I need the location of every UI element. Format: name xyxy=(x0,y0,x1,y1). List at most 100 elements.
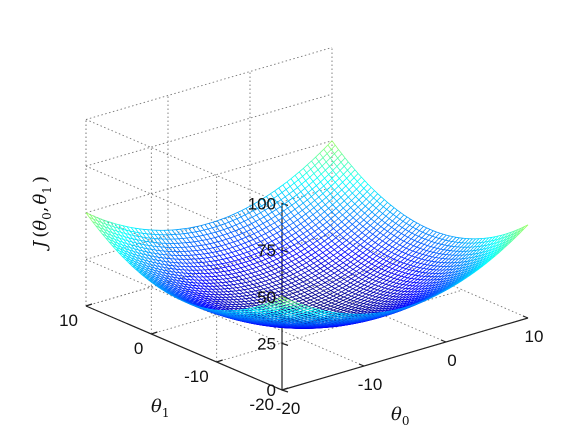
mesh-segment xyxy=(311,272,316,276)
mesh-segment xyxy=(284,225,290,229)
mesh-segment xyxy=(268,234,274,238)
mesh-segment xyxy=(201,266,206,271)
mesh-segment xyxy=(325,275,331,279)
mesh-segment xyxy=(310,277,315,281)
mesh-segment xyxy=(146,265,151,270)
mesh-segment xyxy=(322,153,328,158)
mesh-segment xyxy=(259,304,264,308)
mesh-segment xyxy=(137,264,142,269)
mesh-segment xyxy=(328,301,332,304)
mesh-segment xyxy=(210,291,215,295)
mesh-segment xyxy=(227,291,232,295)
mesh-segment xyxy=(263,242,269,246)
mesh-segment xyxy=(156,273,161,277)
mesh-segment xyxy=(319,246,324,251)
mesh-segment xyxy=(305,286,310,289)
mesh-segment xyxy=(303,164,308,169)
mesh-segment xyxy=(309,286,314,290)
mesh-segment xyxy=(223,227,228,230)
mesh-segment xyxy=(277,251,282,255)
mesh-segment xyxy=(291,258,296,262)
mesh-segment xyxy=(320,321,325,324)
mesh-segment xyxy=(308,310,312,313)
mesh-segment xyxy=(210,308,214,311)
mesh-segment xyxy=(222,278,227,280)
mesh-segment xyxy=(284,252,290,256)
mesh-segment xyxy=(192,227,197,233)
mesh-segment xyxy=(295,280,300,285)
theta1-axis-line xyxy=(85,305,283,391)
mesh-segment xyxy=(316,311,320,315)
mesh-segment xyxy=(338,240,343,244)
mesh-segment xyxy=(281,317,285,320)
mesh-segment xyxy=(213,264,218,269)
mesh-segment xyxy=(235,290,240,292)
mesh-segment xyxy=(143,259,148,264)
mesh-segment xyxy=(230,276,236,279)
mesh-segment xyxy=(155,283,159,287)
mesh-segment xyxy=(314,297,318,301)
mesh-segment xyxy=(230,317,234,319)
mesh-segment xyxy=(223,253,228,255)
mesh-segment xyxy=(302,279,308,283)
mesh-segment xyxy=(230,306,235,309)
mesh-segment xyxy=(341,269,346,274)
mesh-segment xyxy=(338,243,343,248)
mesh-segment xyxy=(202,276,207,281)
mesh-segment xyxy=(338,262,344,266)
mesh-segment xyxy=(314,324,319,327)
mesh-segment xyxy=(140,256,145,261)
mesh-segment xyxy=(243,288,249,291)
mesh-segment xyxy=(224,271,228,275)
mesh-segment xyxy=(204,305,208,309)
mesh-segment xyxy=(207,253,212,258)
mesh-segment xyxy=(110,221,115,224)
mesh-segment xyxy=(168,264,173,269)
mesh-segment xyxy=(281,223,286,229)
mesh-segment xyxy=(225,243,230,245)
mesh-segment xyxy=(260,239,265,242)
mesh-segment xyxy=(149,277,154,282)
mesh-segment xyxy=(280,303,284,306)
mesh-segment xyxy=(320,214,324,219)
mesh-segment xyxy=(208,306,213,310)
mesh-segment xyxy=(249,280,254,282)
mesh-segment xyxy=(312,311,316,314)
mesh-segment xyxy=(295,279,300,282)
mesh-segment xyxy=(226,294,231,298)
mesh-segment xyxy=(325,161,330,167)
mesh-segment xyxy=(120,246,125,252)
mesh-segment xyxy=(242,231,247,234)
mesh-segment xyxy=(243,303,248,307)
mesh-segment xyxy=(311,308,315,311)
mesh-segment xyxy=(304,184,310,189)
mesh-segment xyxy=(250,255,255,260)
mesh-segment xyxy=(228,221,233,227)
mesh-segment xyxy=(340,309,344,311)
mesh-segment xyxy=(216,250,221,253)
mesh-segment xyxy=(277,318,282,320)
mesh-segment xyxy=(190,241,195,243)
mesh-segment xyxy=(346,309,352,312)
mesh-segment xyxy=(109,239,114,244)
mesh-segment xyxy=(179,292,184,296)
mesh-segment xyxy=(185,278,190,283)
mesh-segment xyxy=(348,271,353,275)
mesh-segment xyxy=(160,284,164,288)
mesh-segment xyxy=(122,225,127,231)
mesh-segment xyxy=(336,297,340,300)
mesh-segment xyxy=(291,324,296,326)
mesh-segment xyxy=(214,294,219,298)
mesh-segment xyxy=(260,284,265,287)
mesh-segment xyxy=(236,218,241,224)
mesh-segment xyxy=(280,259,285,263)
mesh-segment xyxy=(341,245,346,250)
mesh-segment xyxy=(261,205,266,211)
mesh-segment xyxy=(175,291,180,295)
mesh-segment xyxy=(208,227,213,230)
mesh-segment xyxy=(151,281,156,285)
mesh-segment xyxy=(255,305,260,308)
mesh-segment xyxy=(171,290,176,294)
mesh-segment xyxy=(346,177,351,183)
mesh-segment xyxy=(152,245,157,247)
